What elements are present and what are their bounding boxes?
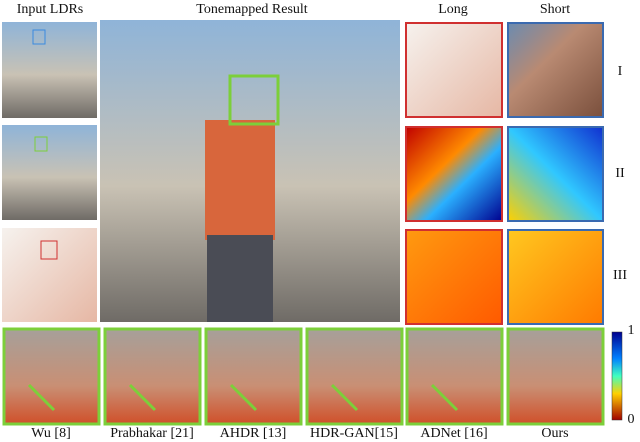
arrow [430,383,459,412]
row-label: II [615,166,625,181]
method-caption: Wu [8] [31,426,70,441]
arrow [330,383,359,412]
colorbar-min: 0 [628,412,635,427]
colorbar-max: 1 [628,323,635,338]
input-header: Input LDRs [17,2,84,17]
result-header: Tonemapped Result [196,2,307,17]
arrow [27,383,56,412]
method-caption: Prabhakar [21] [110,426,194,441]
long-header: Long [438,2,468,17]
method-crop [305,327,404,426]
arrow [128,383,157,412]
short-crop [507,22,604,118]
long-crop [405,22,503,118]
colorbar [611,331,623,421]
method-crop [204,327,303,426]
long-map [405,229,503,325]
short-header: Short [540,2,570,17]
method-caption: Ours [541,426,568,441]
input-image [2,125,97,220]
person-shirt [205,120,275,240]
crop-box [40,240,58,260]
row-label: I [618,64,623,79]
person-pants [207,235,273,322]
crop-box [34,136,48,152]
crop-box [32,29,46,45]
input-image [2,22,97,118]
method-caption: HDR-GAN[15] [310,426,398,441]
method-crop [506,327,605,426]
arrow [229,383,258,412]
method-crop [103,327,202,426]
method-caption: AHDR [13] [220,426,287,441]
method-crop [405,327,504,426]
row-label: III [613,268,627,283]
crop-box [228,74,280,126]
method-crop [2,327,101,426]
input-image [2,228,97,322]
method-row: Wu [8] Prabhakar [21] AHDR [13] HDR-GAN[15]… [2,327,605,441]
short-map [507,229,604,325]
short-map [507,126,604,222]
method-caption: ADNet [16] [420,426,487,441]
long-map [405,126,503,222]
